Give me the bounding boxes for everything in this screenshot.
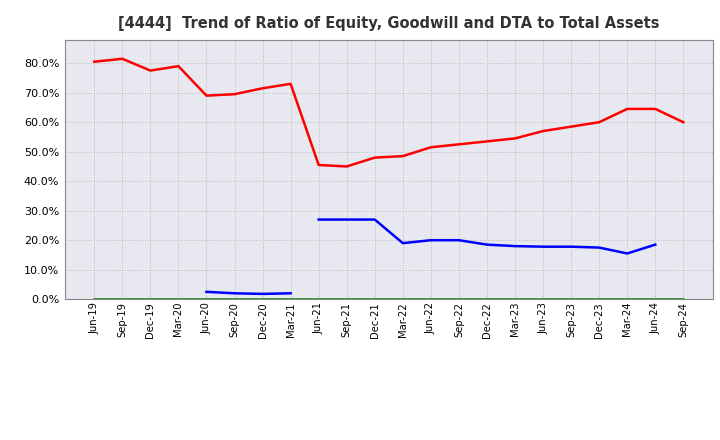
Goodwill <box>202 289 211 294</box>
Deferred Tax Assets <box>510 297 519 302</box>
Deferred Tax Assets <box>398 297 407 302</box>
Equity <box>315 162 323 168</box>
Equity <box>679 120 688 125</box>
Equity <box>371 155 379 160</box>
Deferred Tax Assets <box>287 297 295 302</box>
Equity <box>482 139 491 144</box>
Equity <box>623 106 631 112</box>
Equity <box>343 164 351 169</box>
Deferred Tax Assets <box>679 297 688 302</box>
Title: [4444]  Trend of Ratio of Equity, Goodwill and DTA to Total Assets: [4444] Trend of Ratio of Equity, Goodwil… <box>118 16 660 32</box>
Equity <box>90 59 99 64</box>
Goodwill <box>230 291 239 296</box>
Equity <box>118 56 127 62</box>
Deferred Tax Assets <box>118 297 127 302</box>
Line: Goodwill: Goodwill <box>207 292 291 294</box>
Equity <box>651 106 660 112</box>
Equity <box>202 93 211 98</box>
Deferred Tax Assets <box>343 297 351 302</box>
Deferred Tax Assets <box>454 297 463 302</box>
Goodwill <box>287 291 295 296</box>
Deferred Tax Assets <box>258 297 267 302</box>
Equity <box>398 154 407 159</box>
Deferred Tax Assets <box>539 297 547 302</box>
Equity <box>258 86 267 91</box>
Deferred Tax Assets <box>90 297 99 302</box>
Deferred Tax Assets <box>651 297 660 302</box>
Equity <box>539 128 547 134</box>
Deferred Tax Assets <box>595 297 603 302</box>
Deferred Tax Assets <box>482 297 491 302</box>
Equity <box>595 120 603 125</box>
Deferred Tax Assets <box>174 297 183 302</box>
Equity <box>146 68 155 73</box>
Deferred Tax Assets <box>567 297 575 302</box>
Deferred Tax Assets <box>146 297 155 302</box>
Deferred Tax Assets <box>623 297 631 302</box>
Equity <box>567 124 575 129</box>
Deferred Tax Assets <box>230 297 239 302</box>
Equity <box>174 63 183 69</box>
Equity <box>510 136 519 141</box>
Line: Equity: Equity <box>94 59 683 166</box>
Equity <box>426 145 435 150</box>
Goodwill <box>258 291 267 297</box>
Deferred Tax Assets <box>371 297 379 302</box>
Deferred Tax Assets <box>202 297 211 302</box>
Equity <box>287 81 295 87</box>
Equity <box>454 142 463 147</box>
Equity <box>230 92 239 97</box>
Deferred Tax Assets <box>315 297 323 302</box>
Deferred Tax Assets <box>426 297 435 302</box>
